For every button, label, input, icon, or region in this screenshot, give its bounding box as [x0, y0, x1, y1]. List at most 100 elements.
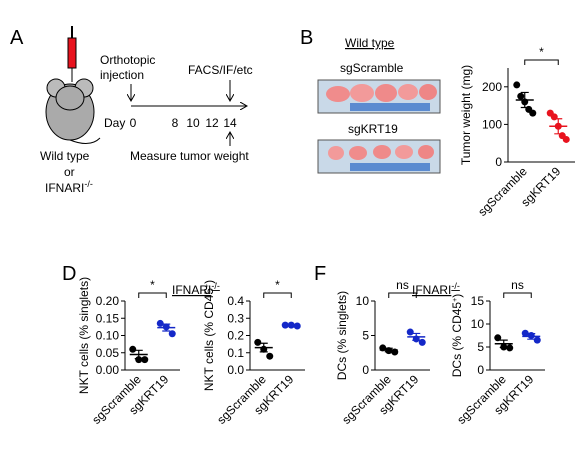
- data-point: [513, 81, 521, 89]
- y-tick-label: 0.3: [227, 311, 244, 325]
- text: NKT cells (% CD45: [202, 288, 216, 391]
- error-bar: [287, 324, 296, 327]
- text: NKT cells (% singlets): [77, 277, 91, 394]
- annotation: or: [64, 165, 75, 179]
- significance-bracket: [524, 59, 559, 65]
- y-axis-label: DCs (% singlets): [335, 291, 349, 380]
- error-bar: [384, 347, 393, 353]
- y-tick-label: 0.15: [96, 311, 120, 325]
- significance-label: ns: [511, 278, 524, 292]
- data-point: [562, 135, 570, 143]
- y-tick-label: 0.05: [96, 346, 120, 360]
- annotation: Orthotopic: [100, 53, 155, 67]
- y-tick-label: 0.2: [227, 329, 244, 343]
- y-axis-label: Tumor weight (mg): [459, 65, 473, 165]
- error-bar: [499, 339, 508, 349]
- error-bar: [259, 342, 268, 353]
- y-tick-label: 100: [482, 117, 502, 131]
- data-point: [406, 328, 414, 336]
- day-label: 0: [130, 116, 137, 130]
- header: IFNARI-/-: [412, 281, 460, 297]
- significance-label: *: [150, 278, 155, 292]
- text: ): [202, 280, 216, 284]
- day-label: 10: [186, 116, 200, 130]
- data-point: [141, 356, 149, 364]
- superscript: -/-: [451, 281, 460, 291]
- annotation: Measure tumor weight: [130, 149, 249, 163]
- annotation: IFNARI-/-: [45, 179, 93, 195]
- y-axis-label: NKT cells (% CD45+): [202, 280, 216, 391]
- significance-label: ns: [396, 278, 409, 292]
- data-point: [533, 336, 541, 344]
- error-bar: [554, 118, 563, 135]
- superscript: +: [452, 298, 459, 302]
- data-point: [266, 352, 274, 360]
- data-point: [521, 329, 529, 337]
- header: Wild type: [345, 36, 395, 50]
- error-bar: [134, 349, 143, 360]
- text: DCs (% singlets): [335, 291, 349, 380]
- annotation: FACS/IF/etc: [188, 63, 253, 77]
- day-label: 12: [205, 116, 219, 130]
- photo: [317, 139, 441, 174]
- significance-bracket: [388, 292, 417, 298]
- data-point: [494, 334, 502, 342]
- y-tick-label: 5: [477, 340, 484, 354]
- y-tick-label: 0: [362, 363, 369, 377]
- y-tick-label: 0.4: [227, 294, 244, 308]
- y-tick-label: 0.10: [96, 329, 120, 343]
- text: ): [450, 294, 464, 298]
- error-bar: [162, 323, 171, 332]
- text: IFNARI: [45, 181, 84, 195]
- day-label: 14: [223, 116, 237, 130]
- significance-bracket: [138, 292, 167, 298]
- text: IFNARI: [412, 283, 451, 297]
- panel-label: A: [10, 27, 24, 49]
- y-tick-label: 200: [482, 80, 502, 94]
- data-point: [254, 338, 262, 346]
- y-tick-label: 0.0: [227, 363, 244, 377]
- annotation: sgScramble: [340, 61, 404, 75]
- y-axis-label: DCs (% CD45+): [450, 294, 464, 377]
- significance-label: *: [539, 45, 544, 59]
- data-point: [418, 338, 426, 346]
- significance-bracket: [503, 292, 532, 298]
- error-bar: [527, 333, 536, 340]
- y-tick-label: 5: [362, 329, 369, 343]
- significance-label: *: [275, 278, 280, 292]
- y-tick-label: 10: [356, 294, 370, 308]
- superscript: +: [204, 284, 211, 288]
- x-tick-label: sgScramble: [475, 164, 530, 219]
- significance-bracket: [263, 292, 292, 298]
- y-axis-label: NKT cells (% singlets): [77, 277, 91, 394]
- y-tick-label: 0: [477, 363, 484, 377]
- data-point: [156, 319, 164, 327]
- panel-label: F: [314, 263, 326, 285]
- data-point: [517, 92, 525, 100]
- annotation: sgKRT19: [348, 122, 398, 136]
- text: IFNARI: [172, 283, 211, 297]
- y-tick-label: 0.20: [96, 294, 120, 308]
- annotation: Wild type: [40, 149, 90, 163]
- y-tick-label: 15: [471, 294, 485, 308]
- text: Tumor weight (mg): [459, 65, 473, 165]
- text: DCs (% CD45: [450, 302, 464, 378]
- y-tick-label: 0: [495, 155, 502, 169]
- panel-label: B: [300, 27, 313, 49]
- annotation: Day: [104, 116, 125, 130]
- error-bar: [520, 91, 529, 109]
- y-tick-label: 10: [471, 317, 485, 331]
- header: IFNARI-/-: [172, 281, 220, 297]
- data-point: [506, 344, 514, 352]
- day-label: 8: [172, 116, 179, 130]
- data-point: [293, 322, 301, 330]
- photo: [317, 79, 441, 114]
- superscript: -/-: [84, 179, 93, 189]
- data-point: [529, 109, 537, 117]
- data-point: [168, 330, 176, 338]
- mouse-icon: [45, 26, 101, 144]
- superscript: -/-: [211, 281, 220, 291]
- error-bar: [412, 332, 421, 341]
- y-tick-label: 0.00: [96, 363, 120, 377]
